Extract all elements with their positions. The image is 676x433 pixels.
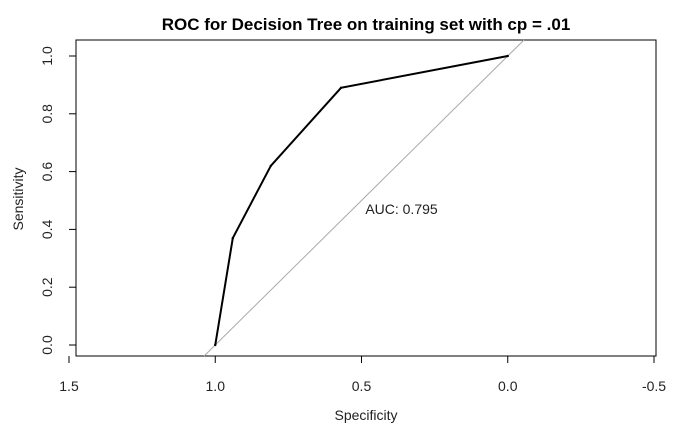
y-tick-label: 0.0 xyxy=(39,335,55,355)
x-tick-label: 1.5 xyxy=(59,378,79,394)
y-tick-label: 0.4 xyxy=(39,219,55,239)
roc-point xyxy=(506,54,509,58)
x-tick-label: 1.0 xyxy=(206,378,226,394)
roc-point xyxy=(214,343,217,347)
y-tick-label: 1.0 xyxy=(39,46,55,66)
x-tick-label: 0.0 xyxy=(498,378,518,394)
y-tick-label: 0.2 xyxy=(39,277,55,297)
y-tick-label: 0.8 xyxy=(39,104,55,124)
auc-annotation: AUC: 0.795 xyxy=(365,201,438,217)
x-tick-label: -0.5 xyxy=(642,378,666,394)
plot-frame xyxy=(75,39,657,357)
y-tick-label: 0.6 xyxy=(39,162,55,182)
x-tick-label: 0.5 xyxy=(352,378,372,394)
roc-point xyxy=(231,236,234,240)
roc-point xyxy=(339,86,343,89)
chart-title: ROC for Decision Tree on training set wi… xyxy=(162,15,571,34)
axis-ticks: 1.5 1.0 0.5 0.0 -0.5 0.0 0.2 0.4 0.6 0.8 1.0 xyxy=(39,46,666,394)
roc-point xyxy=(269,164,273,168)
y-axis-label: Sensitivity xyxy=(10,167,26,230)
reference-diagonal xyxy=(203,39,525,357)
roc-points xyxy=(214,54,509,347)
x-axis-label: Specificity xyxy=(334,407,397,423)
